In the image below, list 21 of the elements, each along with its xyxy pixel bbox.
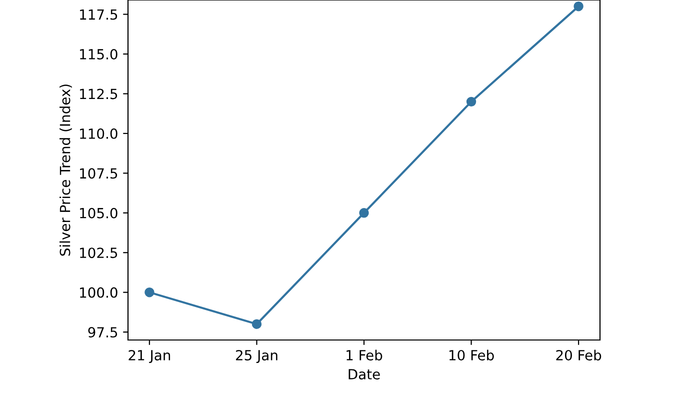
point <box>252 319 262 329</box>
point <box>359 208 369 218</box>
point <box>574 1 584 12</box>
y-axis-title: Silver Price Trend (Index) <box>60 84 72 256</box>
y-tick-label: 97.5 <box>88 327 118 338</box>
point <box>466 96 476 107</box>
y-tick-label: 117.5 <box>80 9 118 20</box>
y-tick-label: 107.5 <box>80 168 118 179</box>
y-tick-label: 100.0 <box>80 287 118 298</box>
x-tick-label: 20 Feb <box>556 350 602 360</box>
x-tick-label: 10 Feb <box>449 350 494 360</box>
y-tick-label: 112.5 <box>80 88 118 100</box>
x-tick-label: 21 Jan <box>128 350 170 364</box>
y-tick-label: 105.0 <box>80 208 118 218</box>
point <box>144 287 154 298</box>
x-tick-label: 25 Jan <box>236 350 278 364</box>
x-tick-label: 1 Feb <box>346 350 382 360</box>
y-tick-label: 115.0 <box>80 48 118 60</box>
y-tick-label: 110.0 <box>80 128 118 139</box>
x-axis-title: Date <box>348 369 380 380</box>
y-tick-label: 102.5 <box>80 248 118 258</box>
